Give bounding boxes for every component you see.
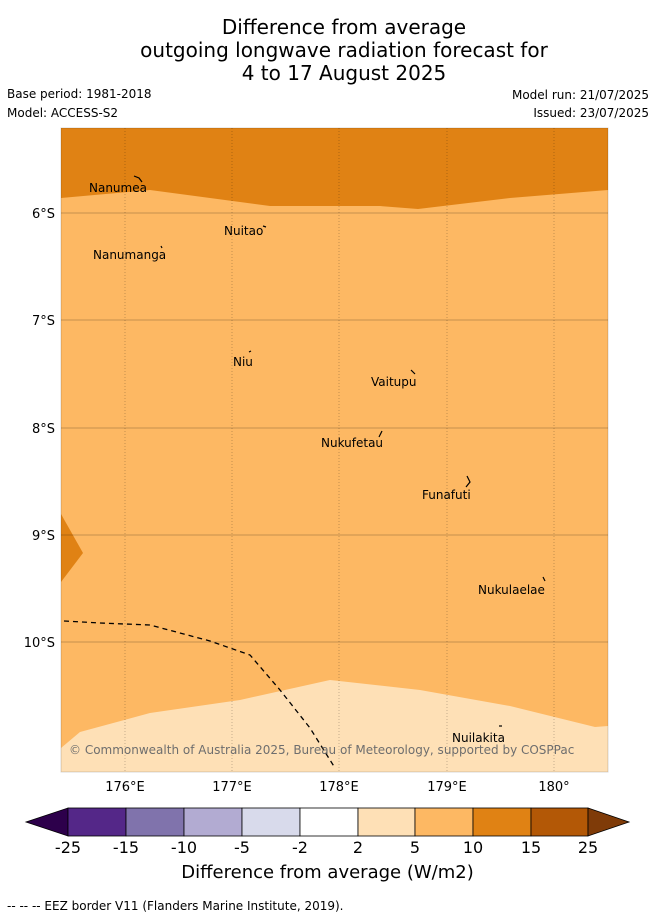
colorbar [24,807,631,837]
island-label-nuilakita: Nuilakita [452,731,505,745]
latitude-tick-labels: 6°S 7°S 8°S 9°S 10°S [24,207,55,651]
island-label-niu: Niu [233,355,253,369]
graticule [124,128,555,772]
field-band-10-15-north [61,128,608,209]
issued-date: Issued: 23/07/2025 [533,106,649,120]
copyright-notice: © Commonwealth of Australia 2025, Bureau… [69,743,574,757]
island-label-funafuti: Funafuti [422,488,471,502]
chart-title: Difference from average outgoing longwav… [0,16,655,85]
colorbar-bin-8 [472,807,532,837]
island-shape-nukufetau [378,430,383,438]
lat-tick-6s: 6°S [32,207,55,222]
title-line-3: 4 to 17 August 2025 [241,61,447,85]
colorbar-bin-5 [299,807,359,837]
cb-tick-9: 25 [578,838,598,857]
field-band-10-15-west [61,514,83,582]
map-field [61,128,608,772]
model-run: Model run: 21/07/2025 [511,88,649,102]
field-band-2-5-south [61,680,608,772]
island-shape-nukulaelae [542,576,546,582]
island-label-nukulaelae: Nukulaelae [478,583,545,597]
colorbar-bin-3 [183,807,243,837]
colorbar-tick-labels: -25 -15 -10 -5 -2 2 5 10 15 25 [55,838,598,857]
colorbar-bin-1 [67,807,127,837]
cb-tick-0: -25 [55,838,81,857]
island-shape-nanumea [133,175,143,183]
model-name: Model: ACCESS-S2 [7,106,119,120]
colorbar-bin-9 [530,807,589,837]
island-shape-vaitupu [410,369,416,375]
cb-tick-1: -15 [113,838,139,857]
cb-tick-8: 15 [521,838,541,857]
field-band-5-10 [61,128,608,772]
cb-tick-4: -2 [292,838,308,857]
colorbar-bin-4 [241,807,301,837]
lon-tick-178e: 178°E [319,780,359,795]
island-shape-funafuti [465,475,471,488]
colorbar-bin-2 [125,807,185,837]
lat-tick-7s: 7°S [32,314,55,329]
island-label-nanumanga: Nanumanga [93,248,166,262]
lon-tick-179e: 179°E [427,780,467,795]
island-labels: Nanumea Nuitao Nanumanga Niu Vaitupu Nuk… [89,181,545,745]
lon-tick-180: 180° [538,780,569,795]
island-shapes [133,175,546,727]
eez-legend: -- -- -- EEZ border V11 (Flanders Marine… [7,899,344,913]
cb-tick-3: -5 [234,838,250,857]
title-line-1: Difference from average [221,15,467,39]
cb-tick-2: -10 [171,838,197,857]
lat-tick-8s: 8°S [32,422,55,437]
island-label-nanumea: Nanumea [89,181,147,195]
longitude-tick-labels: 176°E 177°E 178°E 179°E 180° [105,780,569,795]
base-period: Base period: 1981-2018 [7,87,152,101]
cb-tick-5: 2 [353,838,363,857]
cb-tick-6: 5 [410,838,420,857]
island-label-nukufetau: Nukufetau [321,436,383,450]
latitude-lines [61,212,608,643]
lat-tick-9s: 9°S [32,529,55,544]
colorbar-extend-high [587,807,631,837]
lat-tick-10s: 10°S [24,636,55,651]
island-label-nuitao: Nuitao [224,224,263,238]
island-shape-nuitao [262,225,267,228]
colorbar-extend-low [24,807,69,837]
lon-tick-176e: 176°E [105,780,145,795]
title-line-2: outgoing longwave radiation forecast for [140,38,548,62]
colorbar-title: Difference from average (W/m2) [181,862,474,883]
island-label-vaitupu: Vaitupu [371,375,417,389]
colorbar-bin-6 [357,807,416,837]
island-shape-niu [248,350,252,353]
lon-tick-177e: 177°E [212,780,252,795]
island-shape-nanumanga [160,245,163,249]
map-frame [60,127,609,773]
colorbar-bin-7 [414,807,474,837]
cb-tick-7: 10 [463,838,483,857]
